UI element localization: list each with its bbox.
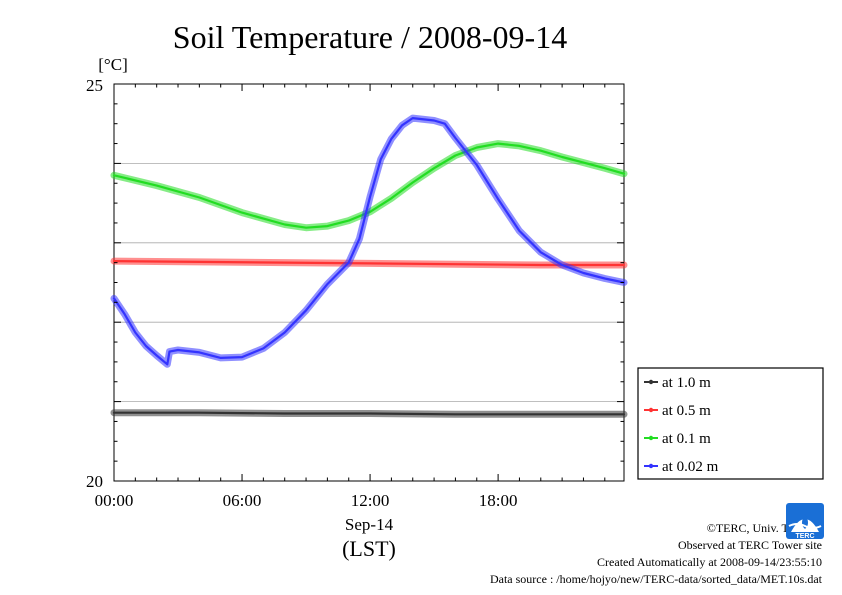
x-tick-label: 12:00 [351,491,390,510]
x-tick-label: 00:00 [95,491,134,510]
legend-box [637,367,824,480]
legend: at 1.0 m at 0.5 m at 0.1 m at 0.02 m [637,367,824,480]
x-tick-label: 06:00 [223,491,262,510]
series-line [112,411,626,416]
series-layer [110,114,628,418]
terc-logo: TERC [786,503,824,540]
y-unit-label: [°C] [98,55,127,74]
legend-label: at 0.5 m [662,403,711,419]
x-tick-label: 18:00 [479,491,518,510]
y-tick-max: 25 [86,76,103,95]
legend-label: at 1.0 m [662,375,711,391]
credit-source: Data source : /home/hojyo/new/TERC-data/… [489,572,822,586]
series-line [112,116,626,366]
credit-observed: Observed at TERC Tower site [677,538,822,552]
y-tick-min: 20 [86,472,103,491]
legend-dot [648,379,654,385]
plot-frame [113,83,625,482]
axis-ticks [113,83,624,482]
series-line [112,142,626,229]
logo-text: TERC [795,533,814,540]
legend-dot [648,463,654,469]
legend-label: at 0.02 m [662,459,719,475]
grid [114,162,624,403]
legend-label: at 0.1 m [662,431,711,447]
x-date-label: Sep-14 [345,515,394,534]
x-timezone-label: (LST) [342,536,396,561]
legend-dot [648,435,654,441]
legend-dot [648,407,654,413]
x-tick-labels: 00:00 06:00 12:00 18:00 [95,491,518,510]
chart-title: Soil Temperature / 2008-09-14 [173,19,567,55]
series-line [112,260,626,267]
credit-created: Created Automatically at 2008-09-14/23:5… [597,555,822,569]
